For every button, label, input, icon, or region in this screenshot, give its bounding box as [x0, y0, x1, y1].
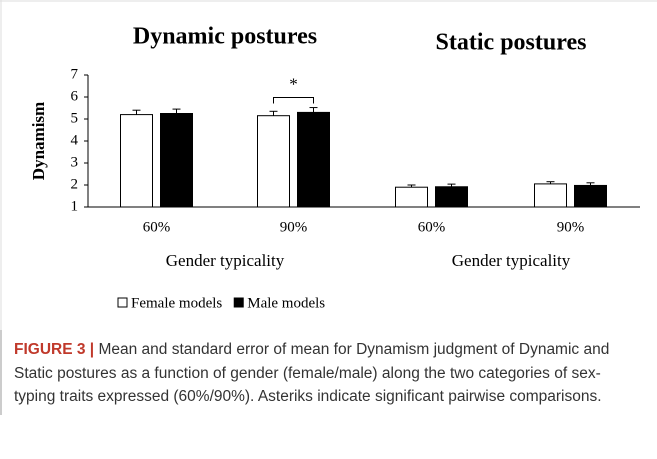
- annotation: *: [289, 74, 298, 93]
- bar: [574, 184, 607, 208]
- y-tick-label: 3: [71, 154, 79, 170]
- y-tick-label: 4: [71, 132, 79, 148]
- bar: [257, 115, 290, 208]
- bar: [435, 186, 468, 208]
- significance-bracket: [273, 97, 314, 104]
- y-tick-label: 7: [71, 66, 79, 82]
- bar: [297, 111, 330, 208]
- y-tick-label: 2: [71, 176, 79, 192]
- caption-text: Mean and standard error of mean for Dyna…: [14, 341, 610, 405]
- panel-title: Static postures: [436, 30, 587, 56]
- panel-title: Dynamic postures: [133, 24, 317, 50]
- y-tick-label: 6: [71, 88, 79, 104]
- x-axis-label: Gender typicality: [452, 251, 571, 270]
- bar: [160, 113, 193, 208]
- y-tick-label: 1: [71, 198, 79, 214]
- y-axis-label: Dynamism: [29, 102, 48, 180]
- caption-label: FIGURE 3 |: [14, 341, 95, 358]
- chart: Dynamism 1 2 3 4 5 6 7 Dynamic postures Gender t…: [0, 0, 657, 330]
- bar: [395, 186, 428, 208]
- legend-label: Female models: [131, 295, 222, 311]
- x-tick-label: 90%: [280, 219, 308, 235]
- x-tick-label: 60%: [418, 219, 446, 235]
- bar: [120, 114, 153, 208]
- y-tick-label: 5: [71, 110, 79, 126]
- caption: FIGURE 3 | Mean and standard error of me…: [0, 330, 640, 415]
- legend-swatch: [233, 297, 244, 308]
- bar: [534, 183, 567, 208]
- legend-swatch: [117, 297, 128, 308]
- x-axis-label: Gender typicality: [166, 251, 285, 270]
- x-tick-label: 60%: [143, 219, 171, 235]
- x-tick-label: 90%: [557, 219, 585, 235]
- legend-label: Male models: [247, 295, 325, 311]
